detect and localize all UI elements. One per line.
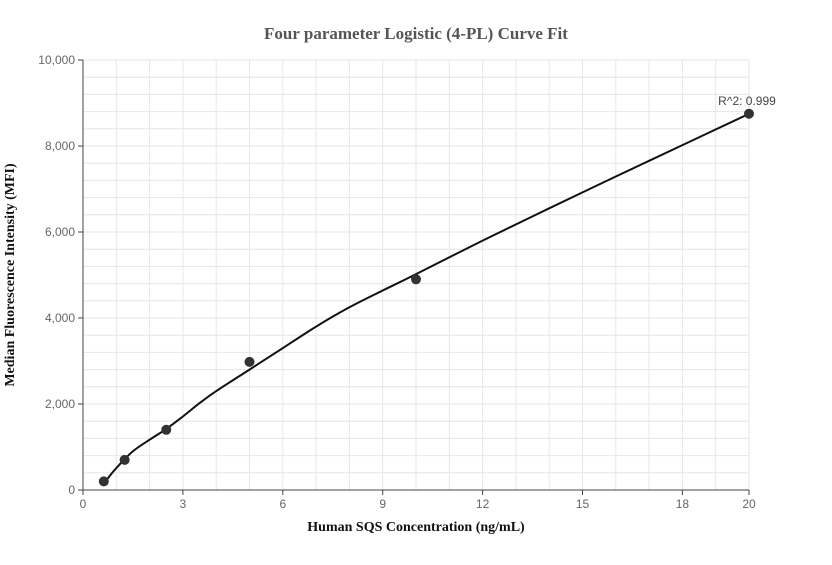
y-tick-label: 8,000 xyxy=(45,139,75,153)
x-tick-label: 0 xyxy=(80,497,87,511)
data-point[interactable] xyxy=(411,274,421,285)
curve-layer xyxy=(103,112,750,485)
x-tick-label: 3 xyxy=(180,497,187,511)
y-tick-label: 0 xyxy=(68,483,75,497)
x-tick-label: 18 xyxy=(676,497,690,511)
r2-annotation: R^2: 0.999 xyxy=(718,94,776,108)
y-tick-label: 4,000 xyxy=(45,311,75,325)
x-axis-title: Human SQS Concentration (ng/mL) xyxy=(307,520,525,535)
x-tick-label: 6 xyxy=(279,497,286,511)
data-point[interactable] xyxy=(98,476,109,487)
chart-title: Four parameter Logistic (4-PL) Curve Fit xyxy=(264,24,568,43)
data-point[interactable] xyxy=(244,356,255,367)
points-layer xyxy=(98,108,754,487)
y-tick-label: 10,000 xyxy=(38,53,75,67)
y-tick-label: 6,000 xyxy=(45,225,75,239)
data-point[interactable] xyxy=(119,454,130,465)
y-axis-title: Median Fluorescence Intensity (MFI) xyxy=(3,163,18,387)
x-tick-label: 15 xyxy=(576,497,590,511)
fit-curve xyxy=(103,112,750,485)
data-point[interactable] xyxy=(744,108,754,119)
x-tick-label: 12 xyxy=(476,497,490,511)
y-tick-label: 2,000 xyxy=(45,397,75,411)
x-tick-label: 20 xyxy=(742,497,756,511)
data-point[interactable] xyxy=(161,424,172,435)
axis-layer: 0 3 6 9 12 15 18 20 0 2,000 4,000 6,000 8,000 10,000 xyxy=(38,53,756,511)
x-tick-label: 9 xyxy=(379,497,386,511)
grid-layer xyxy=(82,59,750,491)
